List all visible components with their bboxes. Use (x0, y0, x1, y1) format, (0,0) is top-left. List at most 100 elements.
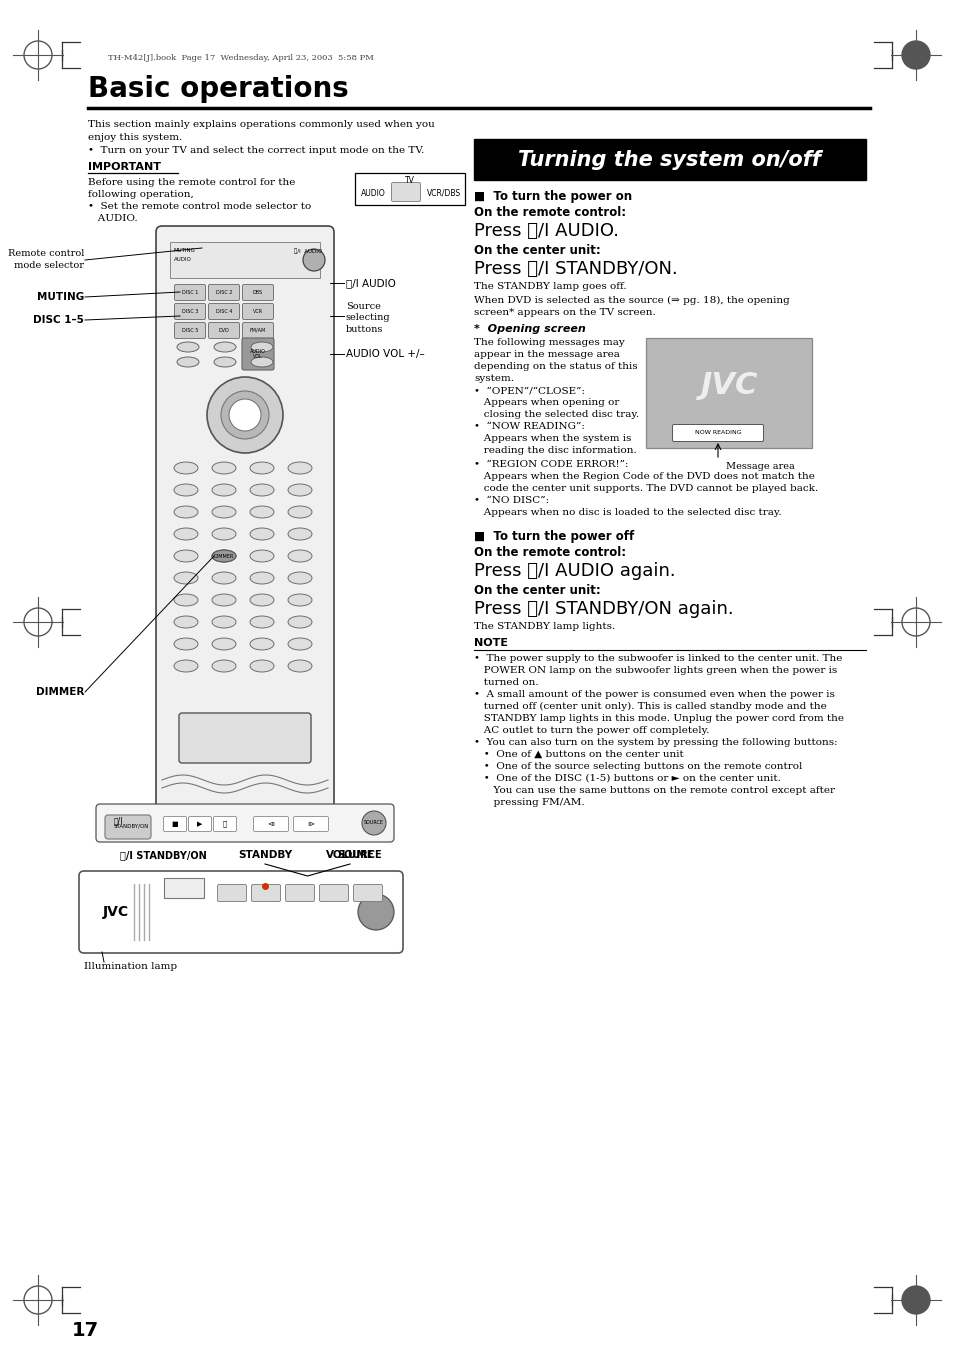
Ellipse shape (288, 550, 312, 562)
Ellipse shape (212, 661, 235, 671)
Ellipse shape (251, 342, 273, 353)
Text: AUDIO: AUDIO (360, 189, 385, 197)
Circle shape (24, 41, 52, 69)
Circle shape (24, 1286, 52, 1315)
FancyBboxPatch shape (391, 182, 420, 201)
Circle shape (229, 399, 261, 431)
Text: On the center unit:: On the center unit: (474, 584, 600, 597)
Text: VOLUME: VOLUME (325, 850, 374, 861)
Text: pressing FM/AM.: pressing FM/AM. (474, 798, 584, 807)
Text: screen* appears on the TV screen.: screen* appears on the TV screen. (474, 308, 655, 317)
Ellipse shape (173, 484, 198, 496)
Text: •  “OPEN”/“CLOSE”:: • “OPEN”/“CLOSE”: (474, 386, 584, 394)
Text: The following messages may: The following messages may (474, 338, 624, 347)
Circle shape (357, 894, 394, 929)
Text: Before using the remote control for the: Before using the remote control for the (88, 178, 295, 186)
Text: •  “NOW READING”:: • “NOW READING”: (474, 422, 584, 431)
FancyBboxPatch shape (285, 885, 314, 901)
Text: •  You can also turn on the system by pressing the following buttons:: • You can also turn on the system by pre… (474, 738, 837, 747)
Text: DISC 1: DISC 1 (182, 290, 198, 295)
Ellipse shape (250, 550, 274, 562)
Text: ⓘ/I STANDBY/ON: ⓘ/I STANDBY/ON (120, 850, 207, 861)
FancyBboxPatch shape (213, 816, 236, 831)
Text: •  The power supply to the subwoofer is linked to the center unit. The: • The power supply to the subwoofer is l… (474, 654, 841, 663)
Ellipse shape (288, 571, 312, 584)
Text: NOTE: NOTE (474, 638, 507, 648)
Ellipse shape (288, 661, 312, 671)
Text: This section mainly explains operations commonly used when you: This section mainly explains operations … (88, 120, 435, 128)
Text: turned off (center unit only). This is called standby mode and the: turned off (center unit only). This is c… (474, 703, 826, 711)
Text: AUDIO.: AUDIO. (88, 213, 137, 223)
Ellipse shape (250, 462, 274, 474)
Text: •  One of the source selecting buttons on the remote control: • One of the source selecting buttons on… (474, 762, 801, 771)
FancyBboxPatch shape (96, 804, 394, 842)
Text: 17: 17 (71, 1320, 99, 1339)
Text: STANDBY/ON: STANDBY/ON (113, 824, 150, 830)
Ellipse shape (213, 342, 235, 353)
Text: When DVD is selected as the source (⇒ pg. 18), the opening: When DVD is selected as the source (⇒ pg… (474, 296, 789, 305)
Ellipse shape (288, 484, 312, 496)
Text: mode selector: mode selector (14, 261, 84, 270)
Text: ▶: ▶ (197, 821, 202, 827)
Ellipse shape (212, 550, 235, 562)
Text: DISC 5: DISC 5 (182, 328, 198, 332)
Ellipse shape (173, 550, 198, 562)
Text: ■  To turn the power off: ■ To turn the power off (474, 530, 634, 543)
FancyBboxPatch shape (79, 871, 402, 952)
Ellipse shape (212, 550, 235, 562)
Bar (474, 139, 865, 180)
Ellipse shape (173, 661, 198, 671)
Text: IMPORTANT: IMPORTANT (88, 162, 161, 172)
FancyBboxPatch shape (242, 338, 274, 370)
Text: Appears when opening or: Appears when opening or (474, 399, 618, 407)
Ellipse shape (173, 462, 198, 474)
FancyBboxPatch shape (252, 885, 280, 901)
Text: AUDIO
VOL: AUDIO VOL (250, 349, 266, 359)
Text: DISC 1–5: DISC 1–5 (33, 315, 84, 326)
Ellipse shape (250, 594, 274, 607)
Text: FM/AM: FM/AM (250, 328, 266, 332)
Text: VCR: VCR (253, 309, 263, 313)
Circle shape (303, 249, 325, 272)
Text: STANDBY: STANDBY (237, 850, 292, 861)
Text: •  Set the remote control mode selector to: • Set the remote control mode selector t… (88, 203, 311, 211)
Text: Source
selecting
buttons: Source selecting buttons (346, 303, 390, 334)
Ellipse shape (212, 571, 235, 584)
Text: DIMMER: DIMMER (213, 554, 233, 558)
Text: *  Opening screen: * Opening screen (474, 324, 585, 334)
Ellipse shape (250, 638, 274, 650)
Bar (355, 173, 464, 205)
FancyBboxPatch shape (179, 713, 311, 763)
FancyBboxPatch shape (163, 816, 186, 831)
Text: •  “NO DISC”:: • “NO DISC”: (474, 496, 549, 505)
Text: •  One of the DISC (1-5) buttons or ► on the center unit.: • One of the DISC (1-5) buttons or ► on … (474, 774, 781, 784)
FancyBboxPatch shape (253, 816, 288, 831)
Text: AUDIO VOL +/–: AUDIO VOL +/– (346, 349, 424, 359)
Text: TV: TV (405, 176, 415, 185)
FancyBboxPatch shape (354, 885, 382, 901)
Ellipse shape (173, 594, 198, 607)
FancyBboxPatch shape (242, 285, 274, 300)
Text: Remote control: Remote control (8, 249, 84, 258)
FancyBboxPatch shape (105, 815, 151, 839)
FancyBboxPatch shape (209, 323, 239, 339)
FancyBboxPatch shape (174, 285, 205, 300)
Text: ⓘ/I  AUDιO: ⓘ/I AUDιO (294, 249, 322, 254)
Text: DBS: DBS (253, 290, 263, 295)
FancyBboxPatch shape (242, 304, 274, 319)
Text: On the remote control:: On the remote control: (474, 546, 625, 559)
Text: JVC: JVC (103, 905, 129, 919)
Text: •  Turn on your TV and select the correct input mode on the TV.: • Turn on your TV and select the correct… (88, 146, 424, 155)
Circle shape (24, 608, 52, 636)
Ellipse shape (212, 594, 235, 607)
Text: Press ⓘ/I AUDIO again.: Press ⓘ/I AUDIO again. (474, 562, 675, 580)
Circle shape (901, 608, 929, 636)
Ellipse shape (173, 528, 198, 540)
Ellipse shape (212, 616, 235, 628)
Ellipse shape (288, 594, 312, 607)
FancyBboxPatch shape (672, 424, 762, 442)
Text: turned on.: turned on. (474, 678, 538, 688)
Text: Basic operations: Basic operations (88, 76, 349, 103)
Ellipse shape (177, 357, 199, 367)
Text: JVC: JVC (700, 370, 757, 400)
